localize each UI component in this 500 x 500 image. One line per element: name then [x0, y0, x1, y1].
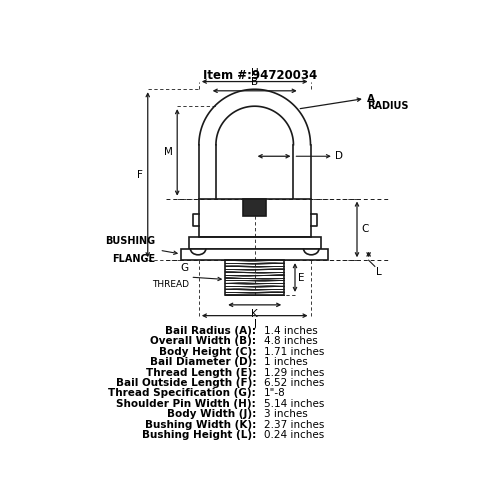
Text: A: A	[367, 94, 375, 104]
Text: 2.37 inches: 2.37 inches	[264, 420, 324, 430]
Text: C: C	[361, 224, 368, 234]
Text: Bail Outside Length (F):: Bail Outside Length (F):	[116, 378, 256, 388]
Text: 1.71 inches: 1.71 inches	[264, 347, 324, 357]
Text: Bail Diameter (D):: Bail Diameter (D):	[150, 357, 256, 367]
Bar	[199, 198, 310, 237]
Text: FLANGE: FLANGE	[112, 254, 156, 264]
Text: Overall Width (B):: Overall Width (B):	[150, 336, 256, 346]
Bar	[181, 248, 328, 260]
Text: Bushing Width (K):: Bushing Width (K):	[145, 420, 256, 430]
Text: Thread Specification (G):: Thread Specification (G):	[108, 388, 256, 398]
Text: 1.29 inches: 1.29 inches	[264, 368, 324, 378]
Text: Shoulder Pin Width (H):: Shoulder Pin Width (H):	[116, 399, 256, 409]
Text: THREAD: THREAD	[152, 280, 189, 289]
Text: 6.52 inches: 6.52 inches	[264, 378, 324, 388]
Bar	[243, 198, 266, 216]
Text: M: M	[164, 148, 173, 158]
Text: J: J	[253, 320, 256, 330]
Text: F: F	[137, 170, 143, 179]
Text: B: B	[251, 77, 258, 87]
Text: 4.8 inches: 4.8 inches	[264, 336, 318, 346]
Text: RADIUS: RADIUS	[367, 101, 408, 111]
Text: Body Height (C):: Body Height (C):	[159, 347, 256, 357]
Text: 3 inches: 3 inches	[264, 409, 308, 419]
Text: Bail Radius (A):: Bail Radius (A):	[165, 326, 256, 336]
Text: L: L	[376, 267, 382, 277]
Text: 1"-8: 1"-8	[264, 388, 286, 398]
Text: K: K	[252, 308, 258, 318]
Text: Body Width (J):: Body Width (J):	[167, 409, 256, 419]
Text: H: H	[251, 68, 258, 78]
Text: Thread Length (E):: Thread Length (E):	[146, 368, 256, 378]
Text: 0.24 inches: 0.24 inches	[264, 430, 324, 440]
Text: 1 inches: 1 inches	[264, 357, 308, 367]
Text: D: D	[336, 151, 344, 161]
Text: Bushing Height (L):: Bushing Height (L):	[142, 430, 256, 440]
Text: 1.4 inches: 1.4 inches	[264, 326, 318, 336]
Text: BUSHING: BUSHING	[106, 236, 156, 246]
Bar	[189, 237, 320, 248]
Text: Item #:94720034: Item #:94720034	[203, 69, 318, 82]
Text: 5.14 inches: 5.14 inches	[264, 399, 324, 409]
Bar	[225, 260, 284, 295]
Text: G: G	[180, 262, 189, 272]
Text: E: E	[298, 272, 304, 282]
